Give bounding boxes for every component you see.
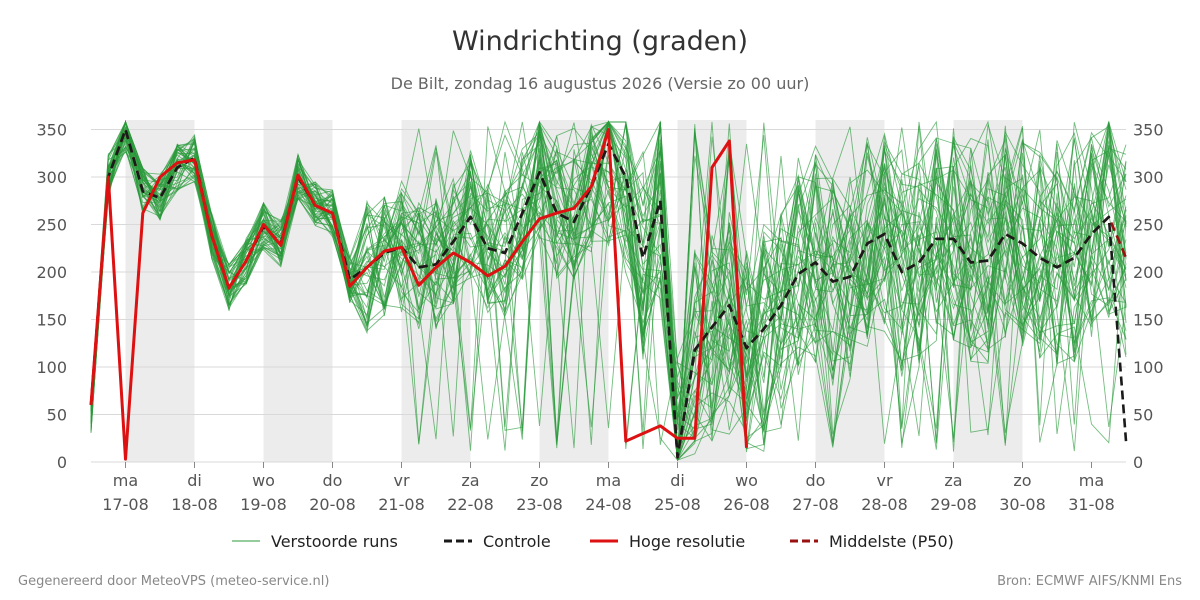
chart-subtitle: De Bilt, zondag 16 augustus 2026 (Versie… <box>391 74 810 93</box>
x-tick-day-7: ma <box>596 471 621 490</box>
y-tick-right-50: 50 <box>1133 406 1153 425</box>
ensemble-run-43 <box>90 127 1127 440</box>
legend-label-0: Verstoorde runs <box>271 532 398 551</box>
x-tick-day-0: ma <box>113 471 138 490</box>
y-tick-right-100: 100 <box>1133 358 1164 377</box>
x-tick-date-11: 28-08 <box>861 495 908 514</box>
legend-label-2: Hoge resolutie <box>629 532 745 551</box>
y-tick-left-0: 0 <box>57 453 67 472</box>
x-tick-day-4: vr <box>393 471 409 490</box>
series-hoge-resolutie <box>89 128 748 461</box>
ensemble-run-49 <box>90 139 1127 440</box>
x-axis: ma 17-08 di 18-08 wo 19-08 do 20-08 vr 21-08 za 22-… <box>102 462 1115 514</box>
x-tick-day-5: za <box>461 471 479 490</box>
legend: Verstoorde runs Controle Hoge resolutie Mid… <box>232 532 954 551</box>
y-tick-right-150: 150 <box>1133 311 1164 330</box>
ensemble-run-39 <box>90 120 1127 461</box>
x-tick-date-14: 31-08 <box>1068 495 1115 514</box>
y-tick-right-250: 250 <box>1133 216 1164 235</box>
ensemble-run-13 <box>90 121 1127 445</box>
x-tick-date-5: 22-08 <box>447 495 494 514</box>
footer-source: Bron: ECMWF AIFS/KNMI Ens <box>997 574 1182 589</box>
x-tick-date-0: 17-08 <box>102 495 149 514</box>
x-tick-day-12: za <box>944 471 962 490</box>
ensemble-run-18 <box>90 124 1127 461</box>
y-tick-right-200: 200 <box>1133 263 1164 282</box>
x-tick-day-11: vr <box>876 471 892 490</box>
y-tick-right-300: 300 <box>1133 168 1164 187</box>
ensemble-run-31 <box>90 121 1127 452</box>
x-tick-day-1: di <box>187 471 202 490</box>
chart-title: Windrichting (graden) <box>452 26 748 57</box>
x-tick-day-3: do <box>323 471 343 490</box>
x-tick-day-6: zo <box>530 471 548 490</box>
x-tick-date-9: 26-08 <box>723 495 770 514</box>
footer-generated: Gegenereerd door MeteoVPS (meteo-service… <box>18 574 329 589</box>
y-tick-left-150: 150 <box>36 311 67 330</box>
ensemble-run-30 <box>90 120 1127 450</box>
x-tick-date-6: 23-08 <box>516 495 563 514</box>
y-tick-left-250: 250 <box>36 216 67 235</box>
main-series <box>89 128 1128 461</box>
x-tick-date-7: 24-08 <box>585 495 632 514</box>
x-tick-day-9: wo <box>735 471 758 490</box>
x-tick-date-3: 20-08 <box>309 495 356 514</box>
x-tick-day-2: wo <box>252 471 275 490</box>
x-tick-date-1: 18-08 <box>171 495 218 514</box>
x-tick-day-13: zo <box>1013 471 1031 490</box>
y-tick-left-200: 200 <box>36 263 67 282</box>
x-tick-day-14: ma <box>1079 471 1104 490</box>
y-axis-right: 0 50 100 150 200 250 300 350 <box>1133 121 1164 473</box>
x-tick-date-2: 19-08 <box>240 495 287 514</box>
x-tick-date-8: 25-08 <box>654 495 701 514</box>
y-tick-left-350: 350 <box>36 121 67 140</box>
x-tick-day-8: di <box>670 471 685 490</box>
ensemble-run-46 <box>90 120 1127 461</box>
legend-label-1: Controle <box>483 532 551 551</box>
ensemble-run-17 <box>90 132 1127 453</box>
x-tick-date-10: 27-08 <box>792 495 839 514</box>
legend-label-3: Middelste (P50) <box>829 532 954 551</box>
y-tick-left-300: 300 <box>36 168 67 187</box>
x-tick-date-12: 29-08 <box>930 495 977 514</box>
y-tick-right-350: 350 <box>1133 121 1164 140</box>
x-tick-date-4: 21-08 <box>378 495 425 514</box>
x-tick-date-13: 30-08 <box>999 495 1046 514</box>
x-tick-day-10: do <box>806 471 826 490</box>
y-tick-left-100: 100 <box>36 358 67 377</box>
y-axis-left: 0 50 100 150 200 250 300 350 <box>36 121 67 473</box>
y-tick-right-0: 0 <box>1133 453 1143 472</box>
ensemble-run-47 <box>90 121 1127 443</box>
y-tick-left-50: 50 <box>47 406 67 425</box>
